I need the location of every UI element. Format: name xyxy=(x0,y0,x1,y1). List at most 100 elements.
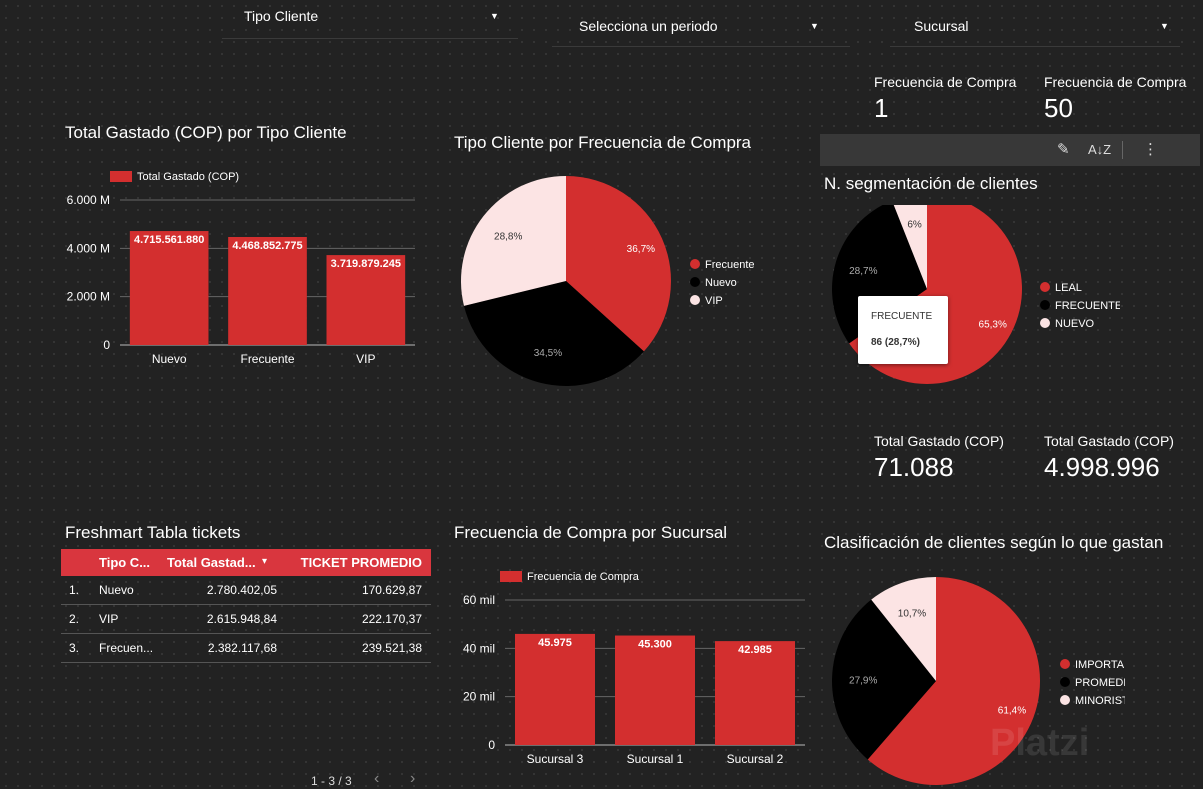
table-row[interactable]: 1. Nuevo 2.780.402,05 170.629,87 xyxy=(61,576,431,605)
legend-label: PROMEDIO xyxy=(1075,677,1125,689)
y-tick-label: 6.000 M xyxy=(67,193,110,207)
data-label: 4.468.852.775 xyxy=(232,240,302,252)
slice-label: 36,7% xyxy=(627,244,655,255)
toolbar-divider xyxy=(1122,141,1123,159)
table-row[interactable]: 3. Frecuen... 2.382.117,68 239.521,38 xyxy=(61,634,431,663)
legend-dot xyxy=(1040,282,1050,292)
data-label: 45.975 xyxy=(538,637,572,649)
chart-title-tipo-cliente-freq: Tipo Cliente por Frecuencia de Compra xyxy=(454,133,752,152)
slice-label: 10,7% xyxy=(898,608,926,619)
next-page-button[interactable]: › xyxy=(410,770,416,787)
cell-ticket: 239.521,38 xyxy=(361,641,422,655)
cell-total: 2.382.117,68 xyxy=(207,641,277,655)
legend-dot xyxy=(1040,318,1050,328)
scorecard-total-min-value: 71.088 xyxy=(874,452,954,482)
y-tick-label: 0 xyxy=(488,738,495,752)
tooltip-value: 86 (28,7%) xyxy=(871,337,920,348)
filter-tipo-cliente[interactable]: Tipo Cliente ▼ xyxy=(222,0,518,39)
pie-slice xyxy=(893,205,927,289)
filter-periodo[interactable]: Selecciona un periodo ▼ xyxy=(552,8,850,47)
legend-dot xyxy=(1060,659,1070,669)
y-tick-label: 0 xyxy=(103,338,110,352)
cell-tipo: Nuevo xyxy=(99,583,134,597)
cell-tipo: VIP xyxy=(99,612,119,626)
legend-dot xyxy=(1040,300,1050,310)
more-vert-icon[interactable]: ⋮ xyxy=(1143,141,1158,158)
cell-total: 2.780.402,05 xyxy=(206,583,277,597)
bar-chart-total-gastado: Total Gastado (COP) 0 2.000 M 4.000 M 6.000 … xyxy=(67,171,415,366)
sort-desc-icon[interactable]: ▾ xyxy=(262,556,268,567)
slice-label: 34,5% xyxy=(534,348,562,359)
data-label: 42.985 xyxy=(738,644,772,656)
legend-dot xyxy=(690,295,700,305)
filter-sucursal-label: Sucursal xyxy=(914,18,969,34)
col-header-total[interactable]: Total Gastad... xyxy=(167,555,256,570)
x-tick-label: Sucursal 3 xyxy=(527,752,584,766)
legend-label: Frecuencia de Compra xyxy=(527,571,640,583)
pie-chart-tipo-cliente: 36,7% 34,5% 28,8% Frecuente Nuevo VIP xyxy=(461,176,755,387)
pie-slice xyxy=(463,281,644,387)
chart-toolbar: ✎ A↓Z ⋮ xyxy=(820,134,1200,166)
scorecard-total-max-value: 4.998.996 xyxy=(1044,452,1160,482)
legend-label: NUEVO xyxy=(1055,318,1095,330)
slice-label: 28,8% xyxy=(494,232,522,243)
chevron-down-icon: ▼ xyxy=(490,11,499,21)
pie-slice xyxy=(461,176,566,306)
x-tick-label: Frecuente xyxy=(240,352,294,366)
col-header-ticket[interactable]: TICKET PROMEDIO xyxy=(300,555,422,570)
bar xyxy=(715,641,795,745)
slice-label: 61,4% xyxy=(998,705,1026,716)
pie-chart-clasificacion: 61,4% 27,9% 10,7% IMPORTANTE PROMEDIO MINORIS… xyxy=(832,577,1125,785)
scorecard-freq-min-label: Frecuencia de Compra xyxy=(874,74,1017,90)
filter-periodo-label: Selecciona un periodo xyxy=(579,18,718,34)
scorecard-total-min-label: Total Gastado (COP) xyxy=(874,433,1004,449)
tooltip-label: FRECUENTE xyxy=(871,311,933,322)
legend-label: Total Gastado (COP) xyxy=(137,171,239,183)
x-tick-label: VIP xyxy=(356,352,375,366)
data-label: 4.715.561.880 xyxy=(134,234,204,246)
legend-label: VIP xyxy=(705,295,723,307)
data-label: 3.719.879.245 xyxy=(331,258,401,270)
scorecard-total-max-label: Total Gastado (COP) xyxy=(1044,433,1174,449)
sort-az-icon[interactable]: A↓Z xyxy=(1088,142,1112,157)
pie-tooltip: FRECUENTE 86 (28,7%) xyxy=(858,296,948,364)
slice-label: 28,7% xyxy=(849,266,877,277)
filter-tipo-cliente-label: Tipo Cliente xyxy=(244,8,319,24)
bar-chart-freq-sucursal: Frecuencia de Compra 0 20 mil 40 mil 60 mil 4… xyxy=(463,571,805,766)
pie-slice xyxy=(867,577,1040,785)
y-tick-label: 20 mil xyxy=(463,690,495,704)
cell-tipo: Frecuen... xyxy=(99,641,154,655)
scorecard-freq-min-value: 1 xyxy=(874,93,889,123)
y-tick-label: 40 mil xyxy=(463,641,495,655)
cell-ticket: 222.170,37 xyxy=(361,612,422,626)
slice-label: 6% xyxy=(907,220,922,231)
platzi-watermark: Platzi xyxy=(990,722,1089,765)
prev-page-button[interactable]: ‹ xyxy=(374,770,380,787)
pencil-icon[interactable]: ✎ xyxy=(1057,141,1070,158)
table-row[interactable]: 2. VIP 2.615.948,84 222.170,37 xyxy=(61,605,431,634)
x-tick-label: Nuevo xyxy=(152,352,187,366)
scorecard-freq-max-label: Frecuencia de Compra xyxy=(1044,74,1187,90)
filter-sucursal[interactable]: Sucursal ▼ xyxy=(890,8,1180,47)
slice-label: 65,3% xyxy=(979,319,1007,330)
y-tick-label: 2.000 M xyxy=(67,290,110,304)
legend-swatch xyxy=(500,571,522,582)
chevron-down-icon: ▼ xyxy=(1160,21,1169,31)
x-tick-label: Sucursal 1 xyxy=(627,752,684,766)
col-header-tipo[interactable]: Tipo C... xyxy=(99,555,151,570)
tickets-table: Tipo C... Total Gastad... ▾ TICKET PROME… xyxy=(61,549,431,663)
data-label: 45.300 xyxy=(638,639,672,651)
pie-slice xyxy=(832,599,936,760)
row-index: 1. xyxy=(69,583,80,597)
legend-dot xyxy=(1060,677,1070,687)
legend-label: Frecuente xyxy=(705,259,755,271)
y-tick-label: 60 mil xyxy=(463,593,495,607)
chevron-down-icon: ▼ xyxy=(810,21,819,31)
chart-title-clasificacion: Clasificación de clientes según lo que g… xyxy=(824,533,1164,552)
legend-dot xyxy=(690,277,700,287)
cell-ticket: 170.629,87 xyxy=(361,583,422,597)
legend-label: FRECUENTE xyxy=(1055,300,1120,312)
pie-slice xyxy=(871,577,936,681)
bar xyxy=(515,633,595,745)
legend-label: MINORISTA xyxy=(1075,695,1125,707)
